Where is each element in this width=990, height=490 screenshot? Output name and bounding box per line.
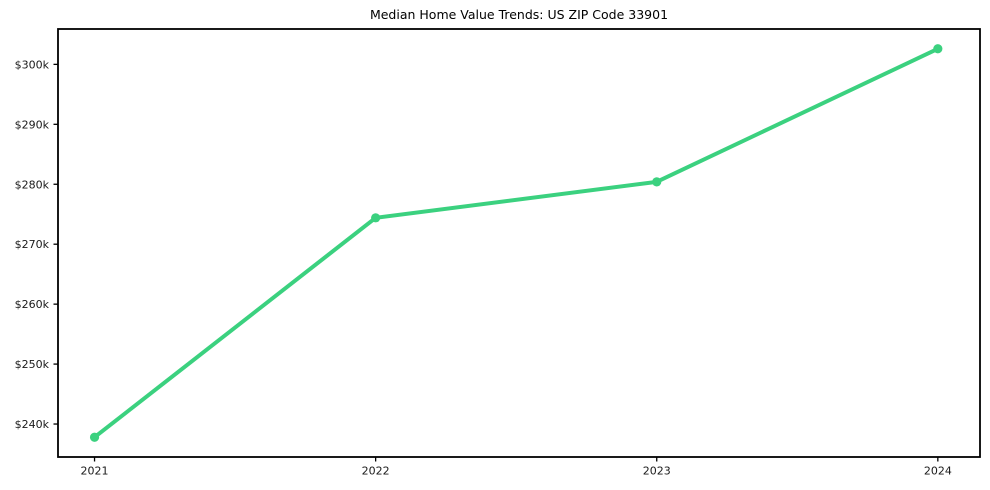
y-axis-tick-label: $280k xyxy=(15,178,50,191)
y-axis-tick-label: $270k xyxy=(15,238,50,251)
x-axis-tick-label: 2024 xyxy=(924,465,952,478)
y-axis-tick-label: $300k xyxy=(15,58,50,71)
data-point xyxy=(933,44,943,54)
y-axis-tick-label: $260k xyxy=(15,298,50,311)
plot-frame xyxy=(57,28,981,458)
x-axis-tick-label: 2022 xyxy=(362,465,390,478)
data-point xyxy=(89,432,100,442)
trend-line xyxy=(92,46,940,440)
y-axis-tick-label: $250k xyxy=(15,358,50,371)
x-axis-tick-label: 2023 xyxy=(643,465,671,478)
x-axis-tick-label: 2021 xyxy=(81,465,109,478)
data-point xyxy=(652,177,662,187)
y-axis-tick-label: $290k xyxy=(15,118,50,131)
chart-title: Median Home Value Trends: US ZIP Code 33… xyxy=(369,7,669,22)
data-point xyxy=(371,213,381,223)
y-axis-tick-label: $240k xyxy=(15,418,50,431)
